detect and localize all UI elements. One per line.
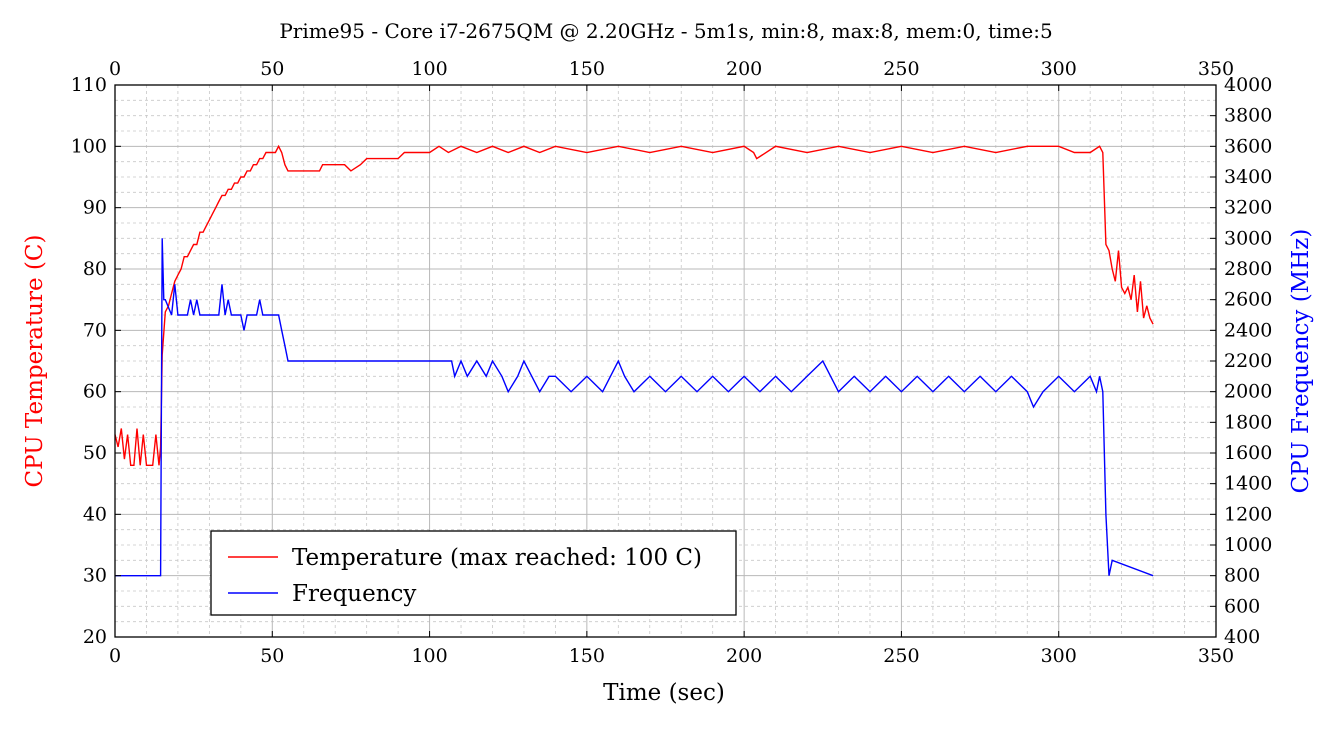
y-right-tick-label: 1800 [1224,411,1272,433]
x-tick-label: 0 [109,645,121,667]
y-right-tick-label: 2800 [1224,258,1272,280]
x-top-tick-label: 100 [411,58,447,80]
y-right-tick-label: 1200 [1224,503,1272,525]
y-right-tick-label: 3400 [1224,166,1272,188]
y-right-tick-label: 2400 [1224,319,1272,341]
x-tick-label: 150 [569,645,605,667]
y-left-tick-label: 70 [83,319,107,341]
x-top-tick-label: 50 [260,58,284,80]
y-left-tick-label: 110 [71,74,107,96]
y-right-axis-label: CPU Frequency (MHz) [1288,229,1314,494]
y-right-tick-label: 3200 [1224,197,1272,219]
x-tick-label: 300 [1041,645,1077,667]
y-left-axis-label: CPU Temperature (C) [22,235,48,488]
y-right-tick-label: 3000 [1224,227,1272,249]
ticks: 0 0 50 50 100 100 150 150 200 200 250 250 300 300 350 3… [71,58,1273,667]
y-right-tick-label: 2000 [1224,381,1272,403]
x-top-tick-label: 300 [1041,58,1077,80]
x-tick-label: 350 [1198,645,1234,667]
y-left-tick-label: 30 [83,565,107,587]
chart-title: Prime95 - Core i7-2675QM @ 2.20GHz - 5m1… [279,19,1052,43]
y-left-tick-label: 40 [83,503,107,525]
x-top-tick-label: 200 [726,58,762,80]
y-right-tick-label: 400 [1224,626,1260,648]
y-left-tick-label: 50 [83,442,107,464]
y-left-tick-label: 90 [83,197,107,219]
y-left-tick-label: 20 [83,626,107,648]
y-right-tick-label: 3600 [1224,135,1272,157]
y-right-tick-label: 600 [1224,595,1260,617]
y-right-tick-label: 800 [1224,565,1260,587]
series-line-temperature [114,144,1154,466]
x-tick-label: 250 [883,645,919,667]
y-right-tick-label: 3800 [1224,105,1272,127]
legend-label-temperature: Temperature (max reached: 100 C) [292,545,702,571]
x-top-tick-label: 0 [109,58,121,80]
y-right-tick-label: 2600 [1224,289,1272,311]
x-top-tick-label: 150 [569,58,605,80]
x-tick-label: 200 [726,645,762,667]
y-left-tick-label: 80 [83,258,107,280]
x-tick-label: 50 [260,645,284,667]
legend-box [210,530,737,616]
x-axis-label: Time (sec) [603,680,725,706]
legend-label-frequency: Frequency [292,581,416,607]
y-right-tick-label: 4000 [1224,74,1272,96]
x-top-tick-label: 250 [883,58,919,80]
y-right-tick-label: 1000 [1224,534,1272,556]
legend: Temperature (max reached: 100 C) Frequen… [210,530,737,616]
y-right-tick-label: 2200 [1224,350,1272,372]
y-right-tick-label: 1400 [1224,473,1272,495]
y-left-tick-label: 100 [71,135,107,157]
x-tick-label: 100 [411,645,447,667]
plot-area [114,144,1154,577]
y-left-tick-label: 60 [83,381,107,403]
series-line-frequency [115,238,1154,577]
x-top-tick-label: 350 [1198,58,1234,80]
y-right-tick-label: 1600 [1224,442,1272,464]
